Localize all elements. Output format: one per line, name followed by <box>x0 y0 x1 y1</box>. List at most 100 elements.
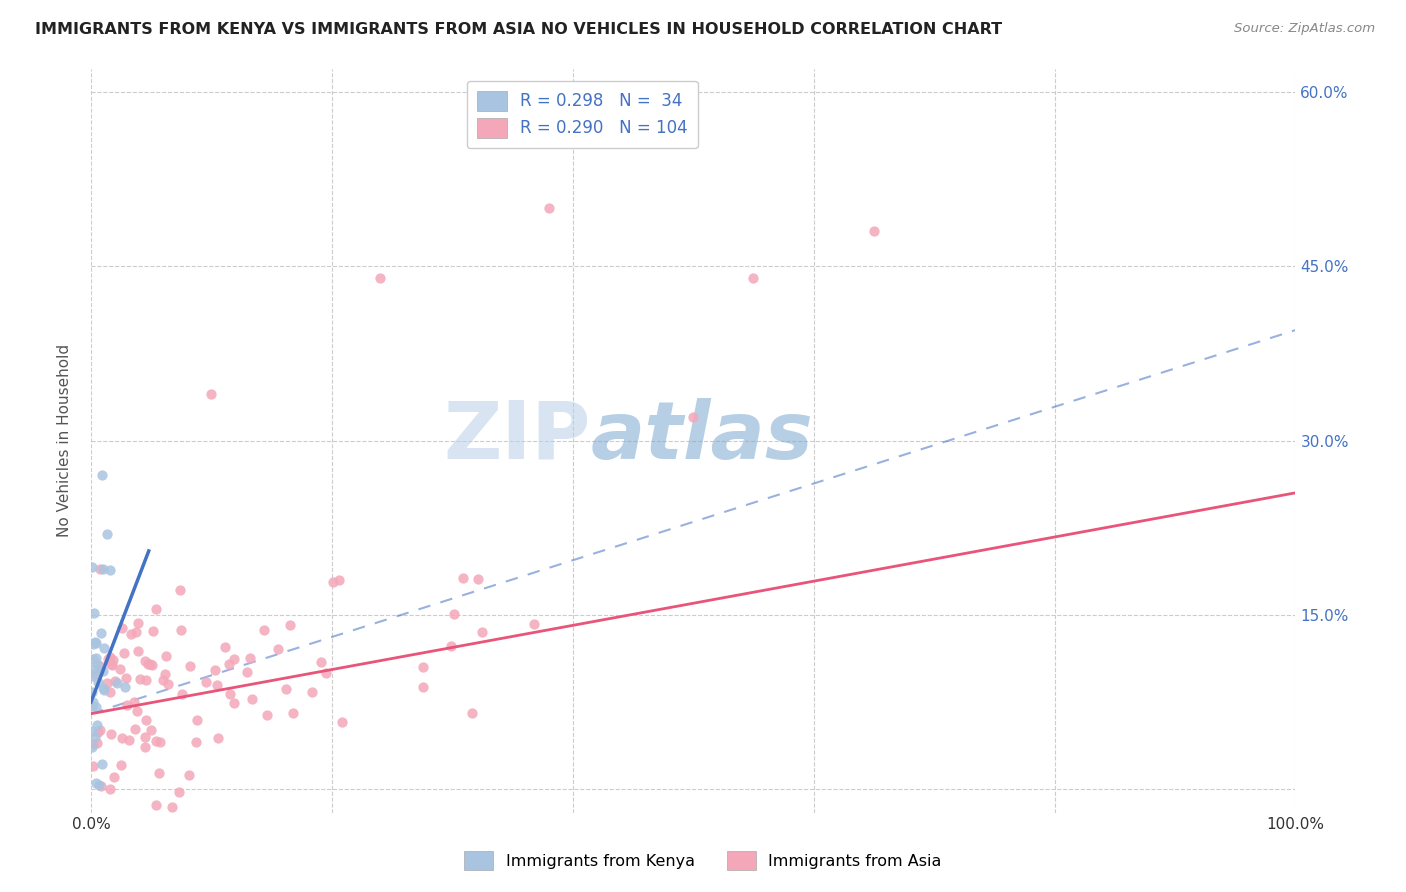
Point <box>256 708 278 723</box>
Point <box>170 623 193 637</box>
Point <box>80 685 103 699</box>
Point <box>222 696 245 710</box>
Point <box>322 574 344 589</box>
Point <box>155 649 177 664</box>
Point <box>104 673 127 688</box>
Point <box>114 671 136 685</box>
Point <box>108 662 131 676</box>
Point <box>134 730 156 744</box>
Point <box>86 736 108 750</box>
Point <box>93 683 115 698</box>
Point <box>127 644 149 658</box>
Point <box>84 651 107 665</box>
Point <box>240 692 263 706</box>
Point <box>87 664 110 678</box>
Point <box>90 468 112 483</box>
Point <box>170 687 193 701</box>
Point <box>281 706 304 720</box>
Point <box>537 201 560 215</box>
Legend: Immigrants from Kenya, Immigrants from Asia: Immigrants from Kenya, Immigrants from A… <box>458 845 948 877</box>
Point <box>98 563 121 577</box>
Point <box>135 713 157 727</box>
Point <box>443 607 465 621</box>
Point <box>100 657 122 672</box>
Point <box>742 270 765 285</box>
Point <box>105 675 128 690</box>
Point <box>141 723 163 737</box>
Point <box>467 573 489 587</box>
Point <box>368 270 391 285</box>
Point <box>80 560 103 574</box>
Point <box>128 672 150 686</box>
Point <box>89 562 111 576</box>
Point <box>82 652 104 666</box>
Point <box>139 657 162 672</box>
Point <box>120 626 142 640</box>
Point <box>83 606 105 620</box>
Point <box>440 640 463 654</box>
Text: Source: ZipAtlas.com: Source: ZipAtlas.com <box>1234 22 1375 36</box>
Point <box>148 765 170 780</box>
Point <box>84 776 107 790</box>
Point <box>96 676 118 690</box>
Point <box>98 649 121 664</box>
Point <box>124 722 146 736</box>
Point <box>91 664 114 678</box>
Legend: R = 0.298   N =  34, R = 0.290   N = 104: R = 0.298 N = 34, R = 0.290 N = 104 <box>467 80 697 148</box>
Point <box>184 734 207 748</box>
Point <box>134 740 156 755</box>
Point <box>87 675 110 690</box>
Point <box>328 574 350 588</box>
Point <box>145 798 167 813</box>
Point <box>179 768 201 782</box>
Point <box>204 663 226 677</box>
Point <box>118 733 141 747</box>
Point <box>84 700 107 714</box>
Point <box>127 616 149 631</box>
Point <box>200 387 222 401</box>
Point <box>83 730 105 744</box>
Point <box>682 410 704 425</box>
Point <box>253 624 276 638</box>
Point <box>122 695 145 709</box>
Point <box>82 759 104 773</box>
Point <box>153 667 176 681</box>
Point <box>412 659 434 673</box>
Point <box>461 706 484 720</box>
Point <box>80 698 103 713</box>
Point <box>112 646 135 660</box>
Point <box>236 665 259 680</box>
Point <box>658 131 681 145</box>
Point <box>111 621 134 635</box>
Point <box>523 617 546 632</box>
Point <box>145 734 167 748</box>
Point <box>214 640 236 655</box>
Point <box>222 652 245 666</box>
Point <box>134 654 156 668</box>
Point <box>863 224 886 238</box>
Point <box>239 651 262 665</box>
Y-axis label: No Vehicles in Household: No Vehicles in Household <box>58 344 72 537</box>
Point <box>186 713 208 727</box>
Point <box>91 681 114 695</box>
Point <box>205 678 228 692</box>
Point <box>86 725 108 739</box>
Point <box>80 740 103 755</box>
Point <box>83 666 105 681</box>
Point <box>125 704 148 718</box>
Point <box>311 655 333 669</box>
Point <box>89 723 111 737</box>
Point <box>278 617 301 632</box>
Point <box>412 680 434 694</box>
Point <box>330 714 353 729</box>
Point <box>207 731 229 745</box>
Point <box>82 737 104 751</box>
Point <box>90 626 112 640</box>
Point <box>90 757 112 772</box>
Point <box>82 696 104 710</box>
Point <box>117 698 139 712</box>
Point <box>145 602 167 616</box>
Point <box>86 717 108 731</box>
Point <box>315 666 337 681</box>
Point <box>179 659 201 673</box>
